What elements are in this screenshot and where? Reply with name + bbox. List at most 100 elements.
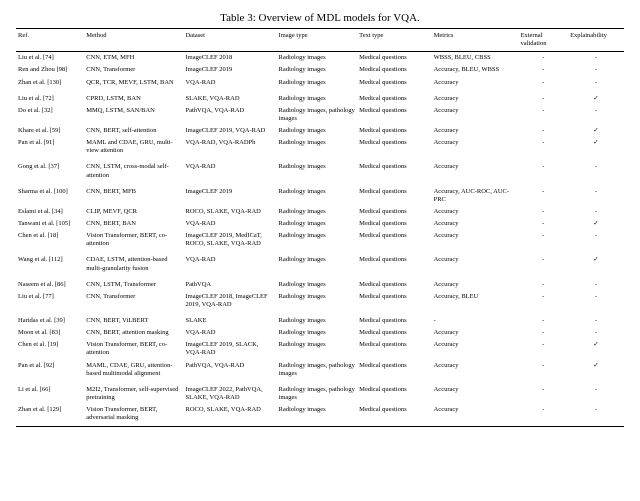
- cell-dataset: ImageCLEF 2019: [183, 182, 276, 206]
- cell-expl: ✓: [568, 89, 624, 105]
- cell-ref: Moon et al. [83]: [16, 327, 84, 339]
- cell-expl: -: [568, 64, 624, 76]
- table-row: Wang et al. [112]CDAE, LSTM, attention-b…: [16, 250, 624, 274]
- cell-metrics: Accuracy: [432, 380, 519, 404]
- cell-dataset: ImageCLEF 2022, PathVQA, SLAKE, VQA-RAD: [183, 380, 276, 404]
- table-header-row: Ref. Method Dataset Image type Text type…: [16, 29, 624, 52]
- cell-method: CNN, BERT, BAN: [84, 218, 183, 230]
- cell-metrics: Accuracy: [432, 89, 519, 105]
- cell-dataset: ROCO, SLAKE, VQA-RAD: [183, 404, 276, 427]
- table-row: Moon et al. [83]CNN, BERT, attention mas…: [16, 327, 624, 339]
- cell-expl: -: [568, 311, 624, 327]
- cell-metrics: Accuracy, BLEU: [432, 291, 519, 311]
- cell-text: Medical questions: [357, 250, 431, 274]
- cell-ref: Liu et al. [72]: [16, 89, 84, 105]
- cell-method: Vision Transformer, BERT, adversarial ma…: [84, 404, 183, 427]
- cell-ext: -: [518, 404, 568, 427]
- cell-text: Medical questions: [357, 206, 431, 218]
- table-row: Gong et al. [37]CNN, LSTM, cross-modal s…: [16, 157, 624, 181]
- cell-ext: -: [518, 311, 568, 327]
- cell-metrics: -: [432, 311, 519, 327]
- cell-dataset: ImageCLEF 2019, VQA-RAD: [183, 125, 276, 137]
- table-row: Haridas et al. [39]CNN, BERT, ViLBERTSLA…: [16, 311, 624, 327]
- table-row: Ren and Zhou [98]CNN, TransformerImageCL…: [16, 64, 624, 76]
- cell-ext: -: [518, 250, 568, 274]
- table-row: Sharma et al. [100]CNN, BERT, MFBImageCL…: [16, 182, 624, 206]
- cell-ext: -: [518, 105, 568, 125]
- cell-text: Medical questions: [357, 380, 431, 404]
- cell-method: CNN, LSTM, cross-modal self-attention: [84, 157, 183, 181]
- cell-ext: -: [518, 182, 568, 206]
- cell-dataset: VQA-RAD: [183, 218, 276, 230]
- cell-dataset: SLAKE: [183, 311, 276, 327]
- cell-method: MAML, CDAE, GRU, attention-based multimo…: [84, 360, 183, 380]
- cell-ext: -: [518, 89, 568, 105]
- cell-img: Radiology images, pathology images: [277, 360, 358, 380]
- cell-ref: Zhan et al. [130]: [16, 77, 84, 89]
- cell-expl: -: [568, 77, 624, 89]
- cell-expl: -: [568, 52, 624, 65]
- cell-expl: -: [568, 327, 624, 339]
- cell-img: Radiology images: [277, 327, 358, 339]
- cell-ref: Ren and Zhou [98]: [16, 64, 84, 76]
- cell-metrics: Accuracy: [432, 218, 519, 230]
- cell-ref: Chen et al. [19]: [16, 339, 84, 359]
- table-row: Li et al. [66]M2I2, Transformer, self-su…: [16, 380, 624, 404]
- cell-expl: -: [568, 182, 624, 206]
- cell-metrics: Accuracy, BLEU, WBSS: [432, 64, 519, 76]
- cell-text: Medical questions: [357, 105, 431, 125]
- cell-dataset: ImageCLEF 2019: [183, 64, 276, 76]
- cell-metrics: Accuracy: [432, 327, 519, 339]
- cell-metrics: Accuracy: [432, 105, 519, 125]
- cell-img: Radiology images: [277, 157, 358, 181]
- cell-img: Radiology images: [277, 206, 358, 218]
- th-texttype: Text type: [357, 29, 431, 52]
- cell-expl: ✓: [568, 339, 624, 359]
- cell-img: Radiology images: [277, 291, 358, 311]
- cell-text: Medical questions: [357, 77, 431, 89]
- cell-ref: Haridas et al. [39]: [16, 311, 84, 327]
- cell-img: Radiology images: [277, 89, 358, 105]
- cell-ext: -: [518, 137, 568, 157]
- cell-metrics: Accuracy: [432, 206, 519, 218]
- cell-metrics: WBSS, BLEU, CBSS: [432, 52, 519, 65]
- cell-dataset: ImageCLEF 2018: [183, 52, 276, 65]
- cell-ext: -: [518, 339, 568, 359]
- th-method: Method: [84, 29, 183, 52]
- cell-text: Medical questions: [357, 52, 431, 65]
- table-row: Eslami et al. [34]CLIP, MEVF, QCRROCO, S…: [16, 206, 624, 218]
- table-row: Zhan et al. [130]QCR, TCR, MEVF, LSTM, B…: [16, 77, 624, 89]
- th-expl: Explainability: [568, 29, 624, 52]
- cell-ext: -: [518, 206, 568, 218]
- cell-expl: -: [568, 404, 624, 427]
- cell-ref: Gong et al. [37]: [16, 157, 84, 181]
- cell-metrics: Accuracy: [432, 137, 519, 157]
- cell-dataset: PathVQA: [183, 275, 276, 291]
- table-body: Liu et al. [74]CNN, ETM, MFHImageCLEF 20…: [16, 52, 624, 427]
- cell-metrics: Accuracy: [432, 230, 519, 250]
- table-row: Chen et al. [18]Vision Transformer, BERT…: [16, 230, 624, 250]
- cell-img: Radiology images: [277, 275, 358, 291]
- cell-text: Medical questions: [357, 157, 431, 181]
- th-imgtype: Image type: [277, 29, 358, 52]
- cell-img: Radiology images: [277, 404, 358, 427]
- table-row: Pan et al. [92]MAML, CDAE, GRU, attentio…: [16, 360, 624, 380]
- cell-ref: Wang et al. [112]: [16, 250, 84, 274]
- table-row: Liu et al. [72]CPRD, LSTM, BANSLAKE, VQA…: [16, 89, 624, 105]
- cell-method: MMQ, LSTM, SAN/BAN: [84, 105, 183, 125]
- th-dataset: Dataset: [183, 29, 276, 52]
- table-row: Naseem et al. [86]CNN, LSTM, Transformer…: [16, 275, 624, 291]
- th-extval: External validation: [518, 29, 568, 52]
- cell-ref: Tanwani et al. [105]: [16, 218, 84, 230]
- cell-ext: -: [518, 291, 568, 311]
- cell-expl: ✓: [568, 250, 624, 274]
- cell-metrics: Accuracy: [432, 275, 519, 291]
- cell-method: CDAE, LSTM, attention-based multi-granul…: [84, 250, 183, 274]
- cell-text: Medical questions: [357, 360, 431, 380]
- table-row: Khare et al. [59]CNN, BERT, self-attenti…: [16, 125, 624, 137]
- cell-img: Radiology images: [277, 339, 358, 359]
- cell-method: CNN, Transformer: [84, 291, 183, 311]
- cell-expl: -: [568, 157, 624, 181]
- cell-ref: Pan et al. [91]: [16, 137, 84, 157]
- cell-method: Vision Transformer, BERT, co-attention: [84, 230, 183, 250]
